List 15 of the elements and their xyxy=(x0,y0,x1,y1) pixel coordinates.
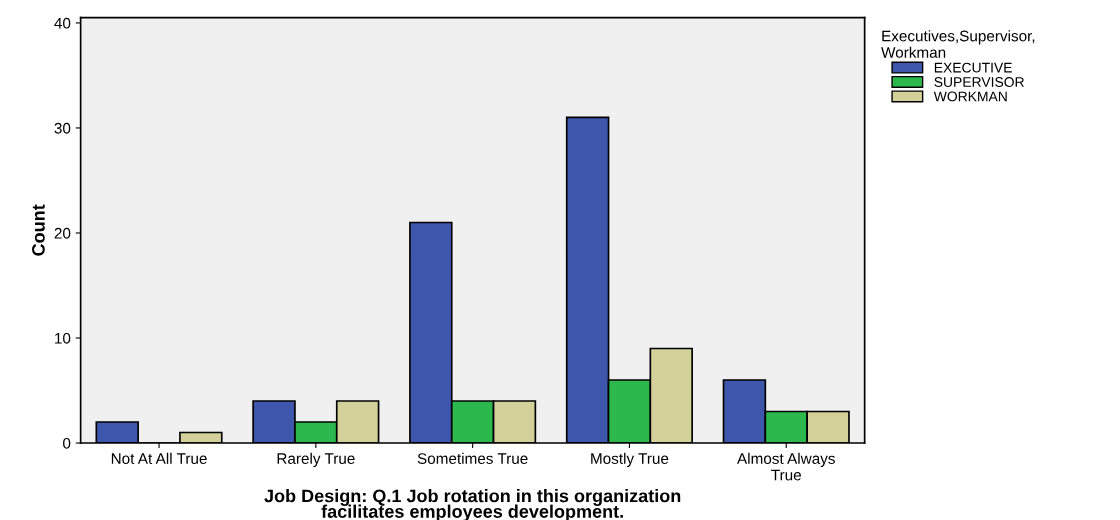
x-tick-label: Not At All True xyxy=(111,452,207,464)
y-tick-label: 30 xyxy=(54,122,71,134)
y-tick-label: 10 xyxy=(55,332,71,344)
y-tick-label: 20 xyxy=(54,227,71,239)
x-tick-label: Sometimes True xyxy=(417,452,528,464)
x-tick-label: Mostly True xyxy=(591,452,669,467)
y-tick-label: 0 xyxy=(63,437,71,449)
legend-label: WORKMAN xyxy=(933,91,1007,102)
legend-label: EXECUTIVE xyxy=(934,62,1012,73)
y-tick-label: 40 xyxy=(54,17,71,29)
y-axis-title: Count xyxy=(32,204,45,256)
x-tick-label: Almost Always True xyxy=(737,452,835,481)
legend-title: Executives,Supervisor, Workman xyxy=(881,30,1035,58)
x-tick-label: Rarely True xyxy=(277,452,355,467)
legend-label: SUPERVISOR xyxy=(934,77,1024,87)
